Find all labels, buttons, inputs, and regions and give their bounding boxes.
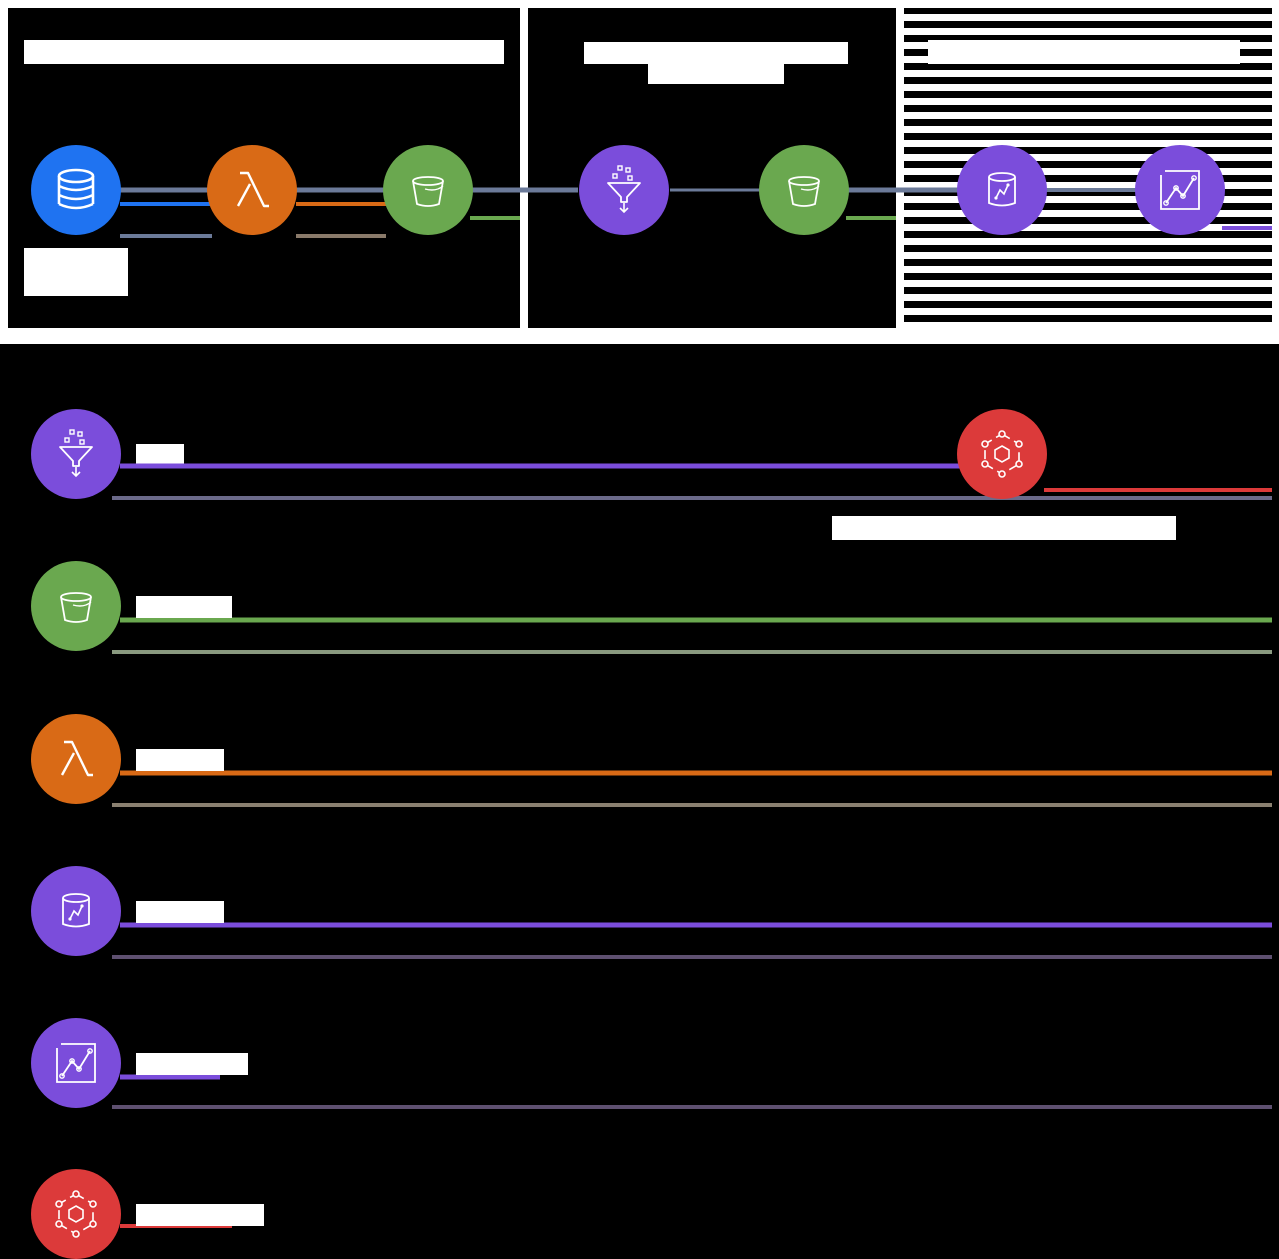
- stripe: [904, 280, 1272, 287]
- stripe: [904, 168, 1272, 175]
- section-2-subtitle-band: [648, 64, 784, 84]
- stripe: [904, 112, 1272, 119]
- legend-node-circle: [31, 714, 121, 804]
- stripe: [904, 308, 1272, 315]
- legend-node-circle: [31, 1169, 121, 1259]
- stripe: [904, 84, 1272, 91]
- eventbridge-node-circle: [957, 409, 1047, 499]
- legend-label-band: [136, 901, 224, 923]
- legend-item-analytics-db: [31, 866, 1272, 959]
- pipeline-connectors: [120, 187, 1272, 238]
- legend-item-eventbridge: [31, 1169, 264, 1259]
- legend-label-band: [136, 596, 232, 618]
- node-circle: [957, 145, 1047, 235]
- stripe: [904, 126, 1272, 133]
- pipeline-node-analytics-db: [957, 145, 1047, 235]
- legend-item-chart: [31, 1018, 1272, 1109]
- stripe: [904, 70, 1272, 77]
- section-2-title-band: [584, 42, 848, 64]
- node-circle: [579, 145, 669, 235]
- legend-item-funnel: [31, 409, 1272, 500]
- stripe: [904, 14, 1272, 21]
- node-circle: [1135, 145, 1225, 235]
- pipeline-node-bucket: [383, 145, 473, 235]
- pipeline-node-lambda: [207, 145, 297, 235]
- legend-node-circle: [31, 866, 121, 956]
- legend-node-circle: [31, 409, 121, 499]
- legend-item-lambda: [31, 714, 1272, 807]
- database-caption-band: [24, 248, 128, 296]
- pipeline-node-bucket: [759, 145, 849, 235]
- legend-label-band: [136, 749, 224, 771]
- legend-item-bucket: [31, 561, 1272, 654]
- stripe: [904, 252, 1272, 259]
- stripe: [904, 140, 1272, 147]
- stripe: [904, 28, 1272, 35]
- section-1-title-band: [24, 40, 504, 64]
- section-3-title-band: [928, 40, 1240, 64]
- stripe: [904, 224, 1272, 231]
- stripe: [904, 210, 1272, 217]
- pipeline-nodes: [31, 145, 1225, 235]
- pipeline-node-chart: [1135, 145, 1225, 235]
- stripe: [904, 322, 1272, 328]
- stripe: [904, 182, 1272, 189]
- node-circle: [207, 145, 297, 235]
- stripe: [904, 266, 1272, 273]
- stripe: [904, 196, 1272, 203]
- eventbridge-caption-band: [832, 516, 1176, 540]
- pipeline-node-database: [31, 145, 121, 235]
- stripe: [904, 238, 1272, 245]
- legend: [31, 409, 1272, 1259]
- stripe: [904, 154, 1272, 161]
- legend-label-band: [136, 1204, 264, 1226]
- stripe: [904, 294, 1272, 301]
- pipeline-node-funnel: [579, 145, 669, 235]
- legend-label-band: [136, 1053, 248, 1075]
- legend-node-circle: [31, 1018, 121, 1108]
- legend-label-band: [136, 444, 184, 466]
- eventbridge-side-node: [120, 409, 1272, 540]
- stripe: [904, 98, 1272, 105]
